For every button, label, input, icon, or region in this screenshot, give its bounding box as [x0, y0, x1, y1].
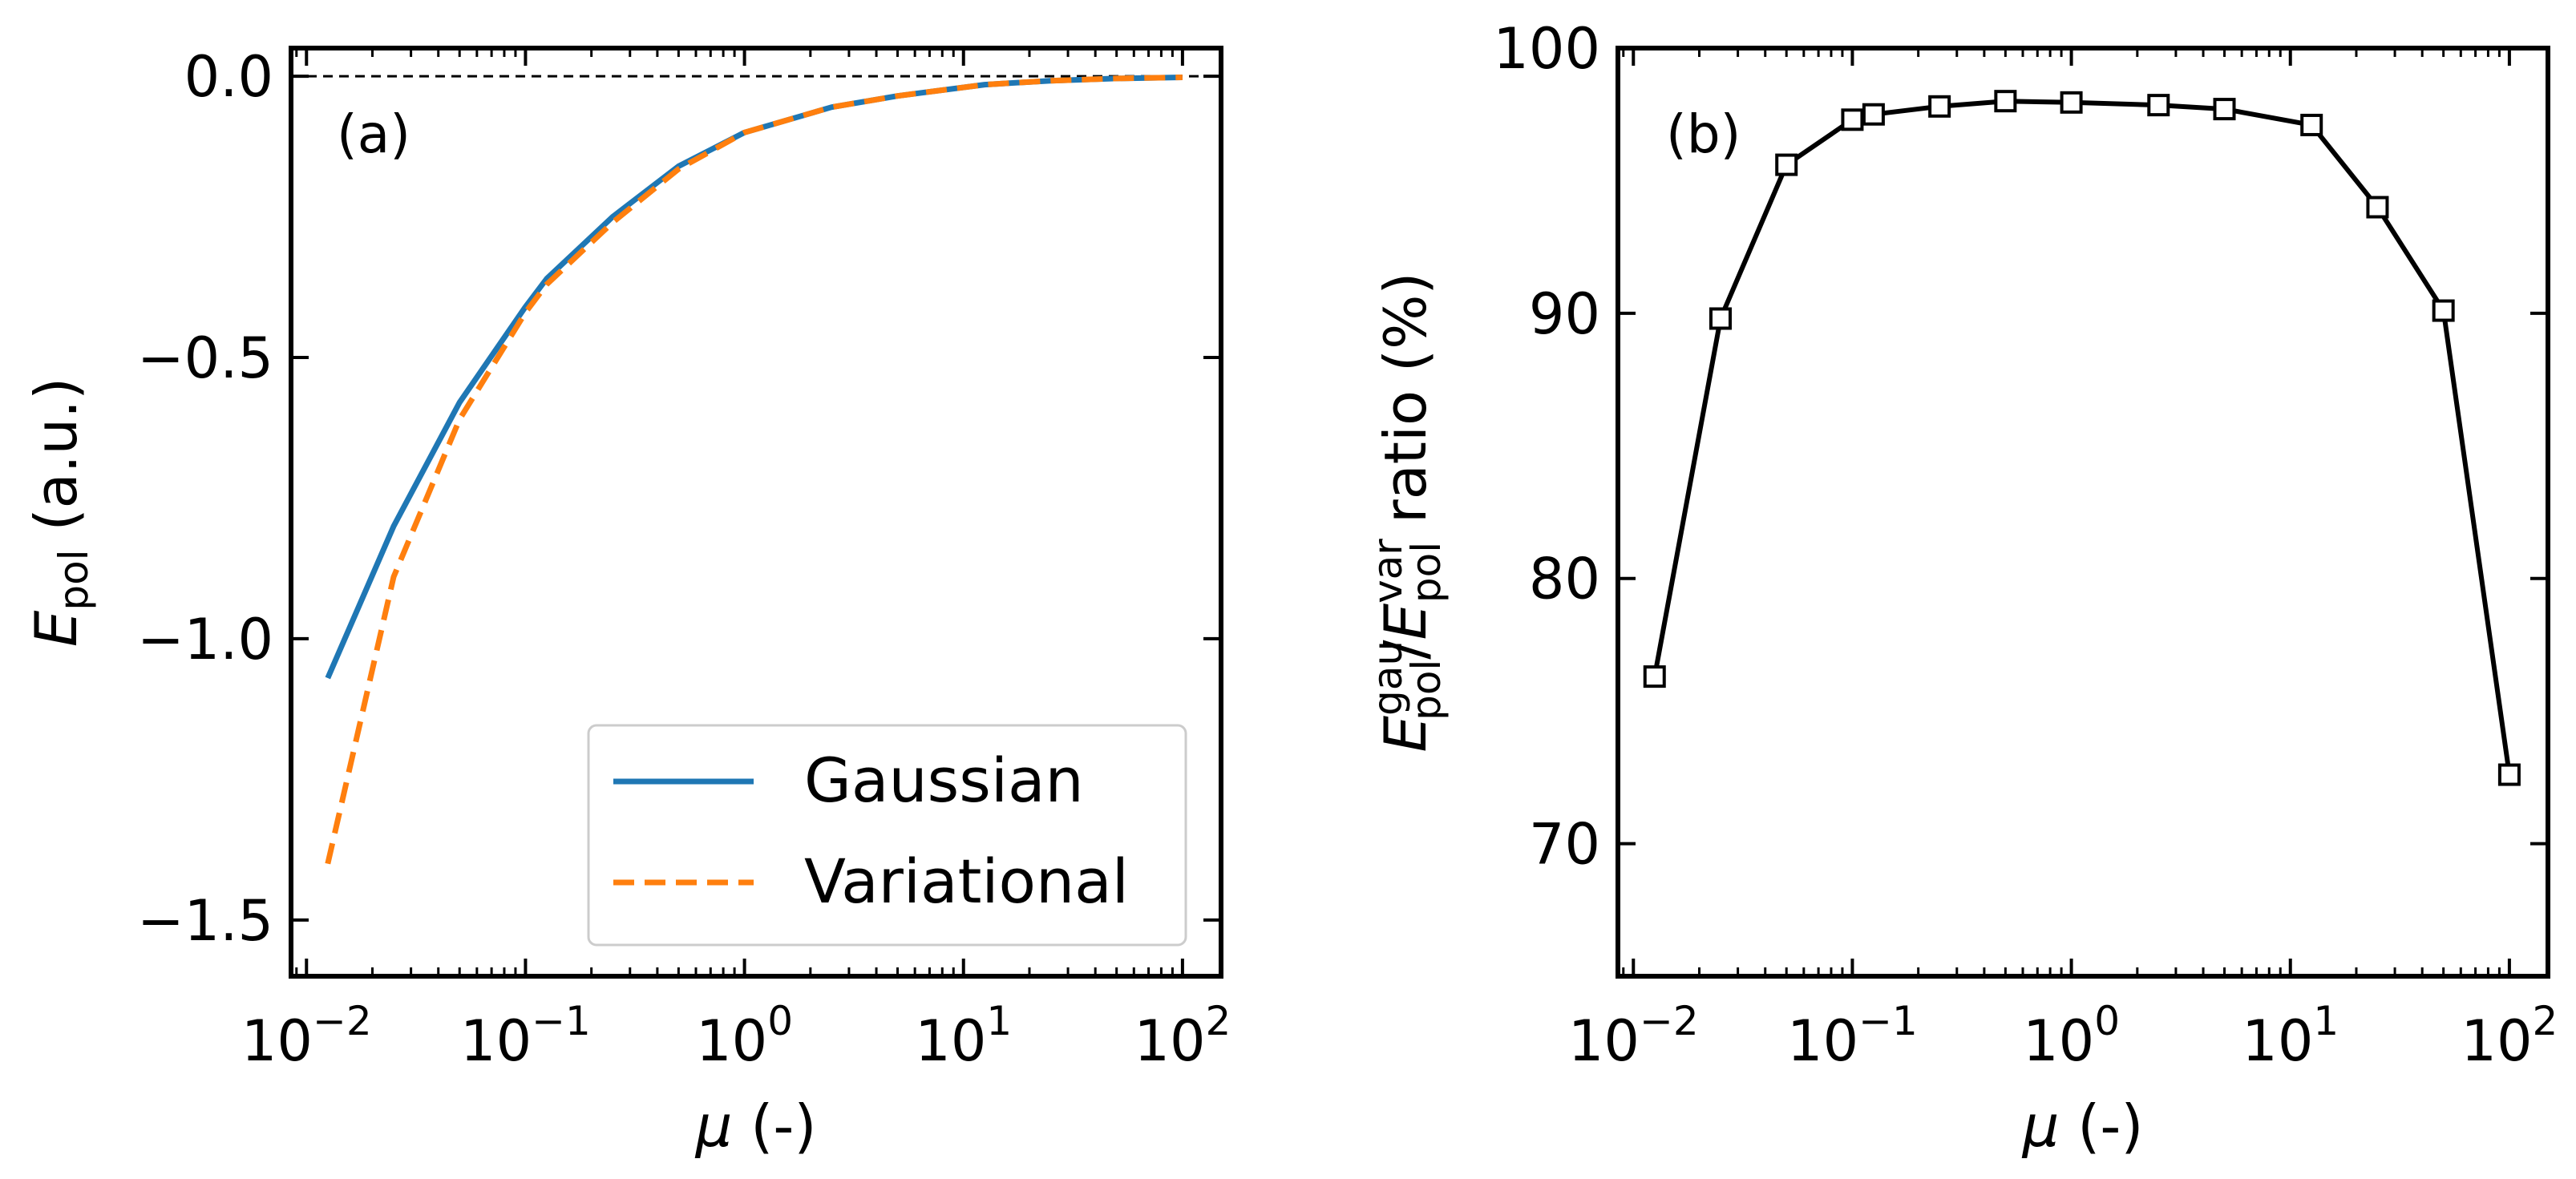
ratio-marker — [2213, 98, 2236, 121]
panel-a-x-axis-label: μ (-) — [695, 1092, 817, 1160]
panel-a-y-ticks: 0.0 −0.5 −1.0 −1.5 — [137, 44, 1221, 954]
panel-b: 10−2 10−1 100 101 102 100 90 80 70 (b) μ (-) Eg… — [1365, 16, 2558, 1160]
x-tick-label: 101 — [2242, 998, 2339, 1074]
legend-gaussian-label: Gaussian — [804, 745, 1084, 816]
panel-a: 10−2 10−1 100 101 102 0.0 −0.5 −1.0 −1.5 (a) μ … — [22, 44, 1231, 1160]
y-tick-label: −1.0 — [137, 607, 273, 672]
ratio-marker — [1775, 153, 1798, 176]
panel-b-axes-frame — [1616, 46, 2550, 979]
x-tick-label: 10−2 — [241, 998, 372, 1074]
ratio-marker — [1994, 90, 2017, 113]
x-tick-label: 10−1 — [1787, 998, 1918, 1074]
panel-b-x-ticks: 10−2 10−1 100 101 102 — [1568, 48, 2558, 1074]
panel-a-label: (a) — [337, 103, 410, 165]
y-tick-label: 90 — [1529, 281, 1600, 347]
ratio-marker — [2060, 91, 2083, 114]
panel-b-y-ticks: 100 90 80 70 — [1493, 16, 2548, 878]
y-tick-label: 100 — [1493, 16, 1600, 82]
panel-a-axes-frame — [289, 46, 1223, 979]
panel-a-y-axis-label: Epol (a.u.) — [22, 378, 97, 647]
y-tick-label: −1.5 — [137, 888, 273, 954]
ratio-markers — [1643, 90, 2521, 786]
ratio-marker — [2497, 763, 2521, 786]
ratio-marker — [2366, 196, 2389, 219]
y-tick-label: 80 — [1529, 547, 1600, 612]
x-tick-label: 100 — [2023, 998, 2120, 1074]
panel-a-x-ticks: 10−2 10−1 100 101 102 — [241, 48, 1231, 1074]
ratio-marker — [2300, 113, 2323, 136]
x-tick-label: 102 — [2461, 998, 2558, 1074]
ratio-marker — [2432, 299, 2455, 322]
ratio-marker — [1709, 307, 1732, 330]
x-tick-label: 101 — [915, 998, 1012, 1074]
x-tick-label: 102 — [1134, 998, 1231, 1074]
variational-series-line — [325, 75, 1183, 865]
x-tick-label: 10−2 — [1568, 998, 1699, 1074]
ratio-marker — [1862, 103, 1885, 126]
panel-b-label: (b) — [1666, 103, 1741, 165]
legend: Gaussian Variational — [587, 724, 1187, 947]
y-tick-label: −0.5 — [137, 325, 273, 391]
gaussian-series-line — [325, 75, 1183, 680]
ratio-marker — [1841, 108, 1864, 131]
y-tick-label: 0.0 — [184, 44, 273, 110]
ratio-marker — [1928, 95, 1951, 118]
x-tick-label: 100 — [696, 998, 793, 1074]
x-tick-label: 10−1 — [460, 998, 591, 1074]
panel-b-y-axis-label: Egaupol/Evarpol ratio (%) — [1365, 273, 1450, 753]
panel-b-x-axis-label: μ (-) — [2022, 1092, 2144, 1160]
legend-variational-label: Variational — [804, 846, 1129, 917]
ratio-marker — [1643, 665, 1666, 688]
y-tick-label: 70 — [1529, 812, 1600, 878]
ratio-marker — [2147, 94, 2170, 117]
